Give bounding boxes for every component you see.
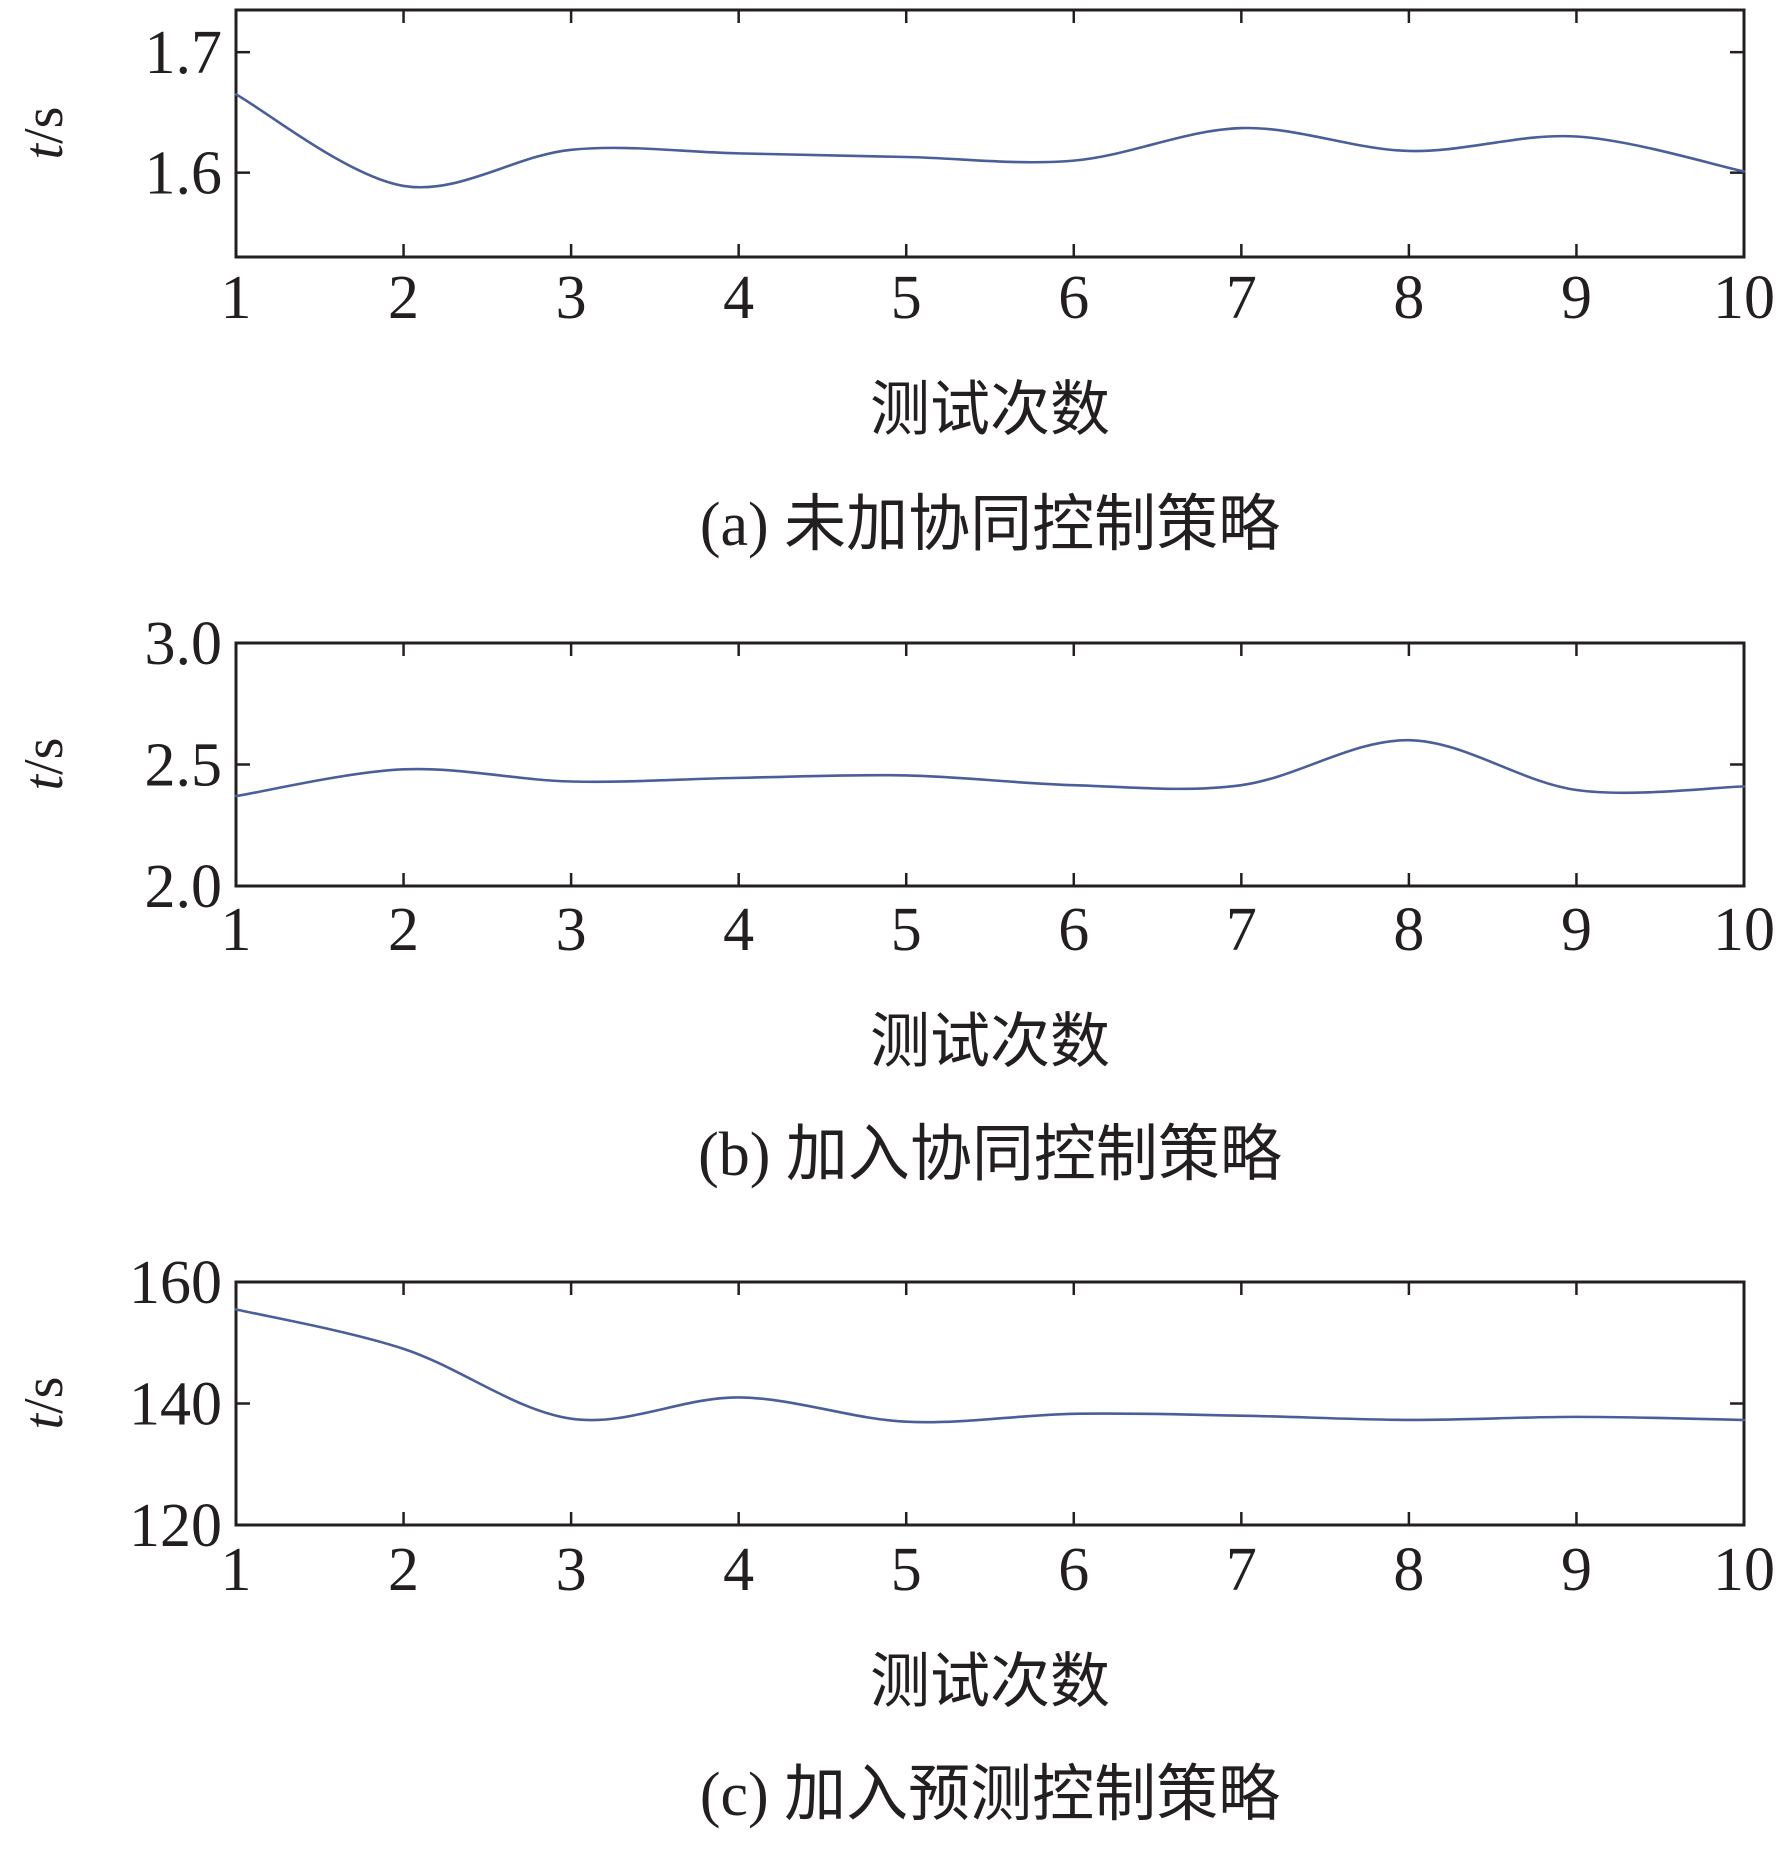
y-tick-label: 1.7 <box>145 19 223 87</box>
y-axis-label: t/s <box>13 738 75 791</box>
x-tick-label: 1 <box>221 896 252 964</box>
panel-caption: (c) 加入预测控制策略 <box>700 1761 1280 1829</box>
y-tick-label: 160 <box>129 1249 222 1317</box>
y-tick-label: 1.6 <box>145 140 223 208</box>
x-tick-label: 7 <box>1226 1536 1257 1604</box>
x-tick-label: 10 <box>1713 1536 1775 1604</box>
x-tick-label: 4 <box>723 1536 754 1604</box>
x-tick-label: 9 <box>1561 896 1592 964</box>
x-tick-label: 5 <box>891 1536 922 1604</box>
x-tick-label: 4 <box>723 264 754 332</box>
x-tick-label: 7 <box>1226 264 1257 332</box>
x-tick-label: 1 <box>221 264 252 332</box>
x-tick-label: 10 <box>1713 264 1775 332</box>
x-tick-label: 7 <box>1226 896 1257 964</box>
y-tick-label: 3.0 <box>145 610 223 678</box>
y-tick-label: 2.0 <box>145 853 223 921</box>
x-tick-label: 5 <box>891 264 922 332</box>
x-tick-label: 9 <box>1561 1536 1592 1604</box>
x-tick-label: 5 <box>891 896 922 964</box>
panel-c: 1 2 3 4 5 6 7 8 9 10 120 140 160 t/s 测试次数 (c) 加入预测控制策略 <box>13 1249 1775 1829</box>
series-line <box>234 738 1746 798</box>
x-tick-label: 10 <box>1713 896 1775 964</box>
x-tick-label: 2 <box>388 1536 419 1604</box>
x-tick-label: 6 <box>1058 896 1089 964</box>
x-tick-label: 1 <box>221 1536 252 1604</box>
x-tick-label: 3 <box>556 264 587 332</box>
x-tick-label: 8 <box>1393 264 1424 332</box>
panel-caption: (b) 加入协同控制策略 <box>698 1121 1282 1189</box>
x-axis-label: 测试次数 <box>870 375 1110 445</box>
panel-caption: (a) 未加协同控制策略 <box>700 491 1280 559</box>
y-tick-label: 140 <box>129 1371 222 1439</box>
y-axis-label: t/s <box>13 1377 75 1430</box>
x-tick-label: 6 <box>1058 264 1089 332</box>
panel-b: 1 2 3 4 5 6 7 8 9 10 2.0 2.5 3.0 t/s 测试次数 (b) 加入协同控制策略 <box>13 610 1775 1189</box>
x-tick-label: 9 <box>1561 264 1592 332</box>
y-tick-label: 120 <box>129 1492 222 1560</box>
plot-frame <box>234 8 1746 259</box>
y-axis-label: t/s <box>13 107 75 160</box>
series-line <box>234 93 1746 189</box>
x-tick-label: 8 <box>1393 1536 1424 1604</box>
plot-frame <box>234 641 1746 888</box>
x-tick-label: 6 <box>1058 1536 1089 1604</box>
y-tick-label: 2.5 <box>145 732 223 800</box>
x-tick-label: 4 <box>723 896 754 964</box>
x-axis-label: 测试次数 <box>870 1647 1110 1717</box>
x-tick-label: 2 <box>388 896 419 964</box>
x-tick-label: 3 <box>556 896 587 964</box>
series-line <box>234 1308 1746 1424</box>
x-axis-label: 测试次数 <box>870 1007 1110 1077</box>
x-tick-label: 2 <box>388 264 419 332</box>
panel-a: 1 2 3 4 5 6 7 8 9 10 1.6 1.7 t/s 测试次数 (a) 未加协同控制策略 <box>13 8 1775 559</box>
x-tick-label: 3 <box>556 1536 587 1604</box>
plot-frame <box>234 1280 1746 1527</box>
x-tick-label: 8 <box>1393 896 1424 964</box>
